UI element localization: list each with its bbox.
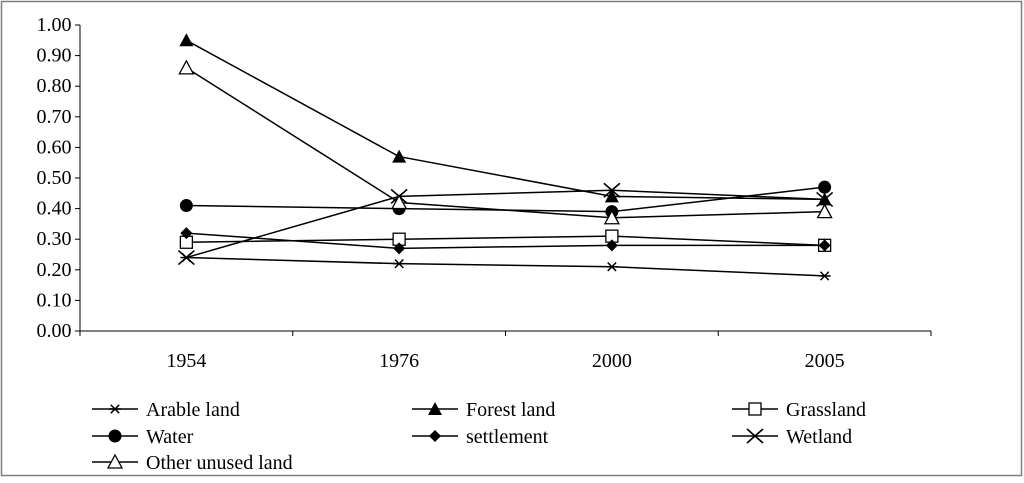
- legend-marker-forest-land: [428, 402, 442, 415]
- y-tick-label: 0.10: [37, 289, 72, 311]
- legend-item-settlement: settlement: [412, 426, 549, 448]
- legend-item-grassland: Grassland: [732, 399, 866, 421]
- legend-marker-other-unused-land: [106, 453, 124, 469]
- x-tick-label: 1954: [166, 350, 206, 372]
- data-point-wetland: [177, 249, 195, 266]
- data-point-forest-land: [179, 33, 194, 47]
- legend-label: Wetland: [786, 426, 852, 448]
- legend-label: settlement: [466, 426, 549, 448]
- data-point-other-unused-land: [391, 194, 408, 210]
- legend-item-arable-land: Arable land: [92, 399, 240, 421]
- series-line-arable-land: [186, 256, 825, 277]
- legend-item-other-unused-land: Other unused land: [92, 452, 293, 474]
- legend-marker-water: [108, 429, 122, 443]
- series-line-wetland: [186, 189, 825, 259]
- data-point-other-unused-land: [178, 59, 195, 75]
- data-point-other-unused-land: [603, 209, 620, 225]
- legend-label: Forest land: [466, 399, 555, 421]
- legend-marker-wetland: [746, 428, 764, 444]
- data-point-wetland: [603, 182, 621, 198]
- data-point-arable-land: [605, 262, 618, 272]
- data-point-arable-land: [818, 271, 831, 281]
- series-line-forest-land: [186, 39, 825, 201]
- y-tick-label: 0.70: [37, 106, 72, 128]
- data-point-settlement: [180, 227, 193, 240]
- data-point-settlement: [818, 239, 831, 252]
- legend-label: Other unused land: [146, 452, 293, 474]
- data-point-settlement: [393, 242, 406, 255]
- y-tick-label: 0.00: [37, 320, 72, 342]
- y-tick-label: 0.90: [37, 45, 72, 67]
- data-point-other-unused-land: [816, 203, 833, 219]
- legend-item-wetland: Wetland: [732, 426, 852, 448]
- legend: Arable land Forest land Grassland Water sett…: [92, 399, 866, 474]
- legend-label: Grassland: [786, 399, 866, 421]
- series-settlement: [180, 227, 831, 255]
- data-point-water: [179, 199, 193, 213]
- series-line-settlement: [186, 232, 825, 250]
- data-point-arable-land: [393, 258, 406, 269]
- x-tick-label: 2005: [805, 350, 845, 372]
- data-point-forest-land: [604, 189, 619, 203]
- legend-marker-settlement: [429, 430, 441, 442]
- series-line-other-unused-land: [185, 67, 825, 219]
- legend-label: Water: [146, 426, 194, 448]
- legend-marker-arable-land: [109, 404, 121, 414]
- data-point-water: [818, 180, 832, 194]
- y-tick-label: 0.50: [37, 167, 72, 189]
- y-tick-label: 0.20: [37, 259, 72, 281]
- data-point-settlement: [605, 239, 618, 252]
- y-tick-label: 0.40: [37, 198, 72, 220]
- axes-group: 0.00 0.10 0.20 0.30 0.40 0.50 0.60 0.70 0.80 0.90…: [37, 14, 932, 372]
- data-point-wetland: [816, 191, 834, 208]
- x-tick-label: 1976: [379, 350, 419, 372]
- legend-marker-grassland: [748, 402, 762, 416]
- legend-item-forest-land: Forest land: [412, 399, 555, 421]
- series-other-unused-land: [178, 59, 833, 225]
- y-tick-label: 0.80: [37, 75, 72, 97]
- y-tick-label: 0.30: [37, 228, 72, 250]
- series-group: [177, 33, 834, 281]
- data-point-forest-land: [392, 149, 407, 163]
- x-tick-label: 2000: [592, 350, 632, 372]
- y-tick-label: 0.60: [37, 136, 72, 158]
- legend-item-water: Water: [92, 426, 194, 448]
- y-tick-label: 1.00: [37, 14, 72, 36]
- legend-label: Arable land: [146, 399, 240, 421]
